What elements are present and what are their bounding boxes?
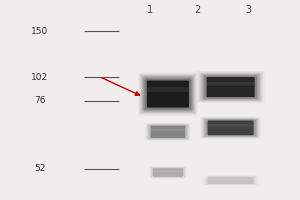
FancyBboxPatch shape: [203, 75, 258, 99]
FancyBboxPatch shape: [145, 79, 191, 109]
FancyBboxPatch shape: [147, 87, 189, 92]
FancyBboxPatch shape: [208, 177, 254, 184]
FancyBboxPatch shape: [140, 74, 196, 114]
FancyBboxPatch shape: [151, 167, 185, 178]
FancyBboxPatch shape: [153, 168, 183, 177]
Text: 150: 150: [31, 27, 48, 36]
FancyBboxPatch shape: [208, 179, 253, 180]
FancyBboxPatch shape: [200, 73, 261, 101]
FancyBboxPatch shape: [151, 126, 185, 138]
Text: 76: 76: [34, 96, 45, 105]
Text: 102: 102: [31, 73, 48, 82]
FancyBboxPatch shape: [207, 82, 254, 86]
FancyBboxPatch shape: [147, 81, 189, 108]
FancyBboxPatch shape: [201, 117, 260, 138]
FancyBboxPatch shape: [205, 119, 256, 137]
Text: 3: 3: [245, 5, 252, 15]
FancyBboxPatch shape: [203, 118, 258, 137]
FancyBboxPatch shape: [146, 124, 189, 140]
FancyBboxPatch shape: [202, 118, 259, 138]
FancyBboxPatch shape: [149, 125, 187, 139]
FancyBboxPatch shape: [208, 124, 253, 127]
FancyBboxPatch shape: [201, 74, 260, 100]
FancyBboxPatch shape: [151, 167, 185, 178]
FancyBboxPatch shape: [141, 75, 195, 113]
Text: 52: 52: [34, 164, 45, 173]
Text: 1: 1: [147, 5, 153, 15]
FancyBboxPatch shape: [207, 77, 255, 97]
FancyBboxPatch shape: [198, 72, 263, 102]
FancyBboxPatch shape: [142, 76, 194, 112]
FancyBboxPatch shape: [208, 120, 254, 135]
FancyBboxPatch shape: [151, 129, 185, 131]
FancyBboxPatch shape: [152, 167, 184, 177]
FancyBboxPatch shape: [148, 124, 188, 139]
FancyBboxPatch shape: [153, 170, 183, 172]
FancyBboxPatch shape: [204, 76, 257, 98]
FancyBboxPatch shape: [206, 176, 255, 185]
FancyBboxPatch shape: [147, 124, 188, 140]
Text: 2: 2: [195, 5, 201, 15]
FancyBboxPatch shape: [206, 120, 255, 136]
FancyBboxPatch shape: [205, 176, 256, 185]
FancyBboxPatch shape: [144, 78, 192, 111]
